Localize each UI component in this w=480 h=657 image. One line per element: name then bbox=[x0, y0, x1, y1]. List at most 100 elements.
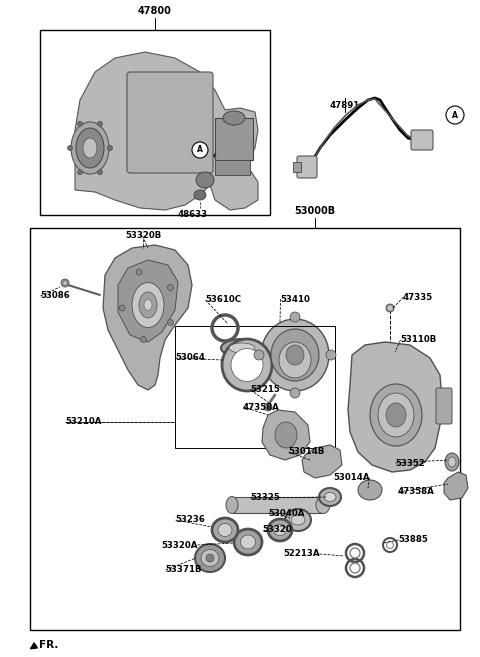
Bar bbox=[175, 326, 335, 448]
FancyBboxPatch shape bbox=[297, 156, 317, 178]
Text: 52213A: 52213A bbox=[284, 549, 320, 558]
Text: 47335: 47335 bbox=[403, 292, 433, 302]
Ellipse shape bbox=[285, 509, 311, 531]
Text: 53320B: 53320B bbox=[125, 231, 161, 240]
Circle shape bbox=[119, 305, 125, 311]
Ellipse shape bbox=[223, 111, 245, 125]
Polygon shape bbox=[75, 52, 258, 210]
FancyBboxPatch shape bbox=[436, 388, 452, 424]
Polygon shape bbox=[118, 260, 178, 342]
Ellipse shape bbox=[194, 190, 206, 200]
Ellipse shape bbox=[195, 544, 225, 572]
Text: 47390B: 47390B bbox=[213, 152, 250, 160]
Ellipse shape bbox=[71, 122, 109, 174]
Text: 53352: 53352 bbox=[395, 459, 425, 468]
Circle shape bbox=[63, 281, 67, 285]
Ellipse shape bbox=[196, 172, 214, 188]
Ellipse shape bbox=[240, 535, 255, 549]
Ellipse shape bbox=[231, 348, 263, 382]
Text: 53110B: 53110B bbox=[400, 336, 436, 344]
Circle shape bbox=[446, 106, 464, 124]
Circle shape bbox=[264, 403, 272, 411]
Ellipse shape bbox=[445, 453, 459, 471]
Ellipse shape bbox=[268, 519, 292, 541]
Ellipse shape bbox=[290, 388, 300, 398]
Text: 53014A: 53014A bbox=[334, 474, 370, 482]
Bar bbox=[40, 30, 270, 215]
Text: 53014B: 53014B bbox=[288, 447, 324, 457]
Ellipse shape bbox=[370, 384, 422, 446]
Ellipse shape bbox=[132, 283, 164, 327]
Ellipse shape bbox=[222, 339, 272, 391]
Text: 47891: 47891 bbox=[330, 101, 360, 110]
FancyBboxPatch shape bbox=[127, 72, 213, 173]
Ellipse shape bbox=[83, 138, 97, 158]
Ellipse shape bbox=[319, 488, 341, 506]
Ellipse shape bbox=[271, 329, 319, 381]
Ellipse shape bbox=[291, 515, 305, 525]
Ellipse shape bbox=[316, 497, 330, 514]
Text: 53064: 53064 bbox=[175, 353, 205, 363]
Text: 47800: 47800 bbox=[138, 6, 172, 16]
Ellipse shape bbox=[221, 339, 263, 357]
Ellipse shape bbox=[254, 350, 264, 360]
Ellipse shape bbox=[358, 480, 382, 500]
Polygon shape bbox=[103, 245, 192, 390]
Ellipse shape bbox=[212, 518, 238, 542]
Circle shape bbox=[77, 122, 83, 126]
Ellipse shape bbox=[139, 292, 157, 318]
Ellipse shape bbox=[144, 300, 152, 311]
Text: 53320A: 53320A bbox=[162, 541, 198, 549]
Text: 48633: 48633 bbox=[178, 210, 208, 219]
Ellipse shape bbox=[448, 457, 456, 467]
Bar bbox=[293, 162, 301, 172]
Bar bbox=[215, 160, 250, 175]
Bar bbox=[232, 497, 322, 513]
Text: 53885: 53885 bbox=[398, 535, 428, 545]
Text: 53371B: 53371B bbox=[165, 566, 202, 574]
Text: 47358A: 47358A bbox=[243, 403, 280, 411]
Ellipse shape bbox=[275, 422, 297, 448]
Ellipse shape bbox=[378, 393, 414, 437]
Text: 53610C: 53610C bbox=[205, 296, 241, 304]
Bar bbox=[30, 228, 460, 630]
Polygon shape bbox=[348, 342, 442, 472]
Ellipse shape bbox=[216, 319, 234, 337]
Ellipse shape bbox=[274, 524, 287, 535]
Circle shape bbox=[108, 145, 112, 150]
Polygon shape bbox=[302, 445, 342, 478]
Ellipse shape bbox=[286, 345, 304, 365]
Text: 53210A: 53210A bbox=[65, 417, 101, 426]
FancyBboxPatch shape bbox=[411, 130, 433, 150]
Polygon shape bbox=[444, 472, 468, 500]
Ellipse shape bbox=[201, 549, 219, 566]
Text: A: A bbox=[452, 110, 458, 120]
Ellipse shape bbox=[229, 343, 255, 353]
Text: 53325: 53325 bbox=[250, 493, 280, 503]
Text: 53215: 53215 bbox=[250, 386, 280, 394]
Circle shape bbox=[388, 306, 392, 310]
Text: 53320: 53320 bbox=[262, 526, 292, 535]
Ellipse shape bbox=[324, 493, 336, 501]
Text: A: A bbox=[197, 145, 203, 154]
Ellipse shape bbox=[386, 403, 406, 427]
Text: 53000B: 53000B bbox=[294, 206, 336, 216]
Ellipse shape bbox=[218, 524, 232, 537]
Circle shape bbox=[97, 122, 103, 126]
Text: FR.: FR. bbox=[39, 640, 59, 650]
Circle shape bbox=[386, 304, 394, 312]
Ellipse shape bbox=[261, 319, 329, 391]
Text: 53086: 53086 bbox=[40, 292, 70, 300]
Circle shape bbox=[77, 170, 83, 175]
Ellipse shape bbox=[206, 554, 214, 562]
Ellipse shape bbox=[326, 350, 336, 360]
Ellipse shape bbox=[279, 342, 311, 378]
Circle shape bbox=[192, 142, 208, 158]
Text: 47358A: 47358A bbox=[398, 487, 435, 497]
Text: 53410: 53410 bbox=[280, 294, 310, 304]
Bar bbox=[215, 118, 253, 160]
Circle shape bbox=[141, 336, 146, 342]
Ellipse shape bbox=[234, 529, 262, 555]
Polygon shape bbox=[262, 410, 310, 460]
Text: 53040A: 53040A bbox=[268, 509, 304, 518]
